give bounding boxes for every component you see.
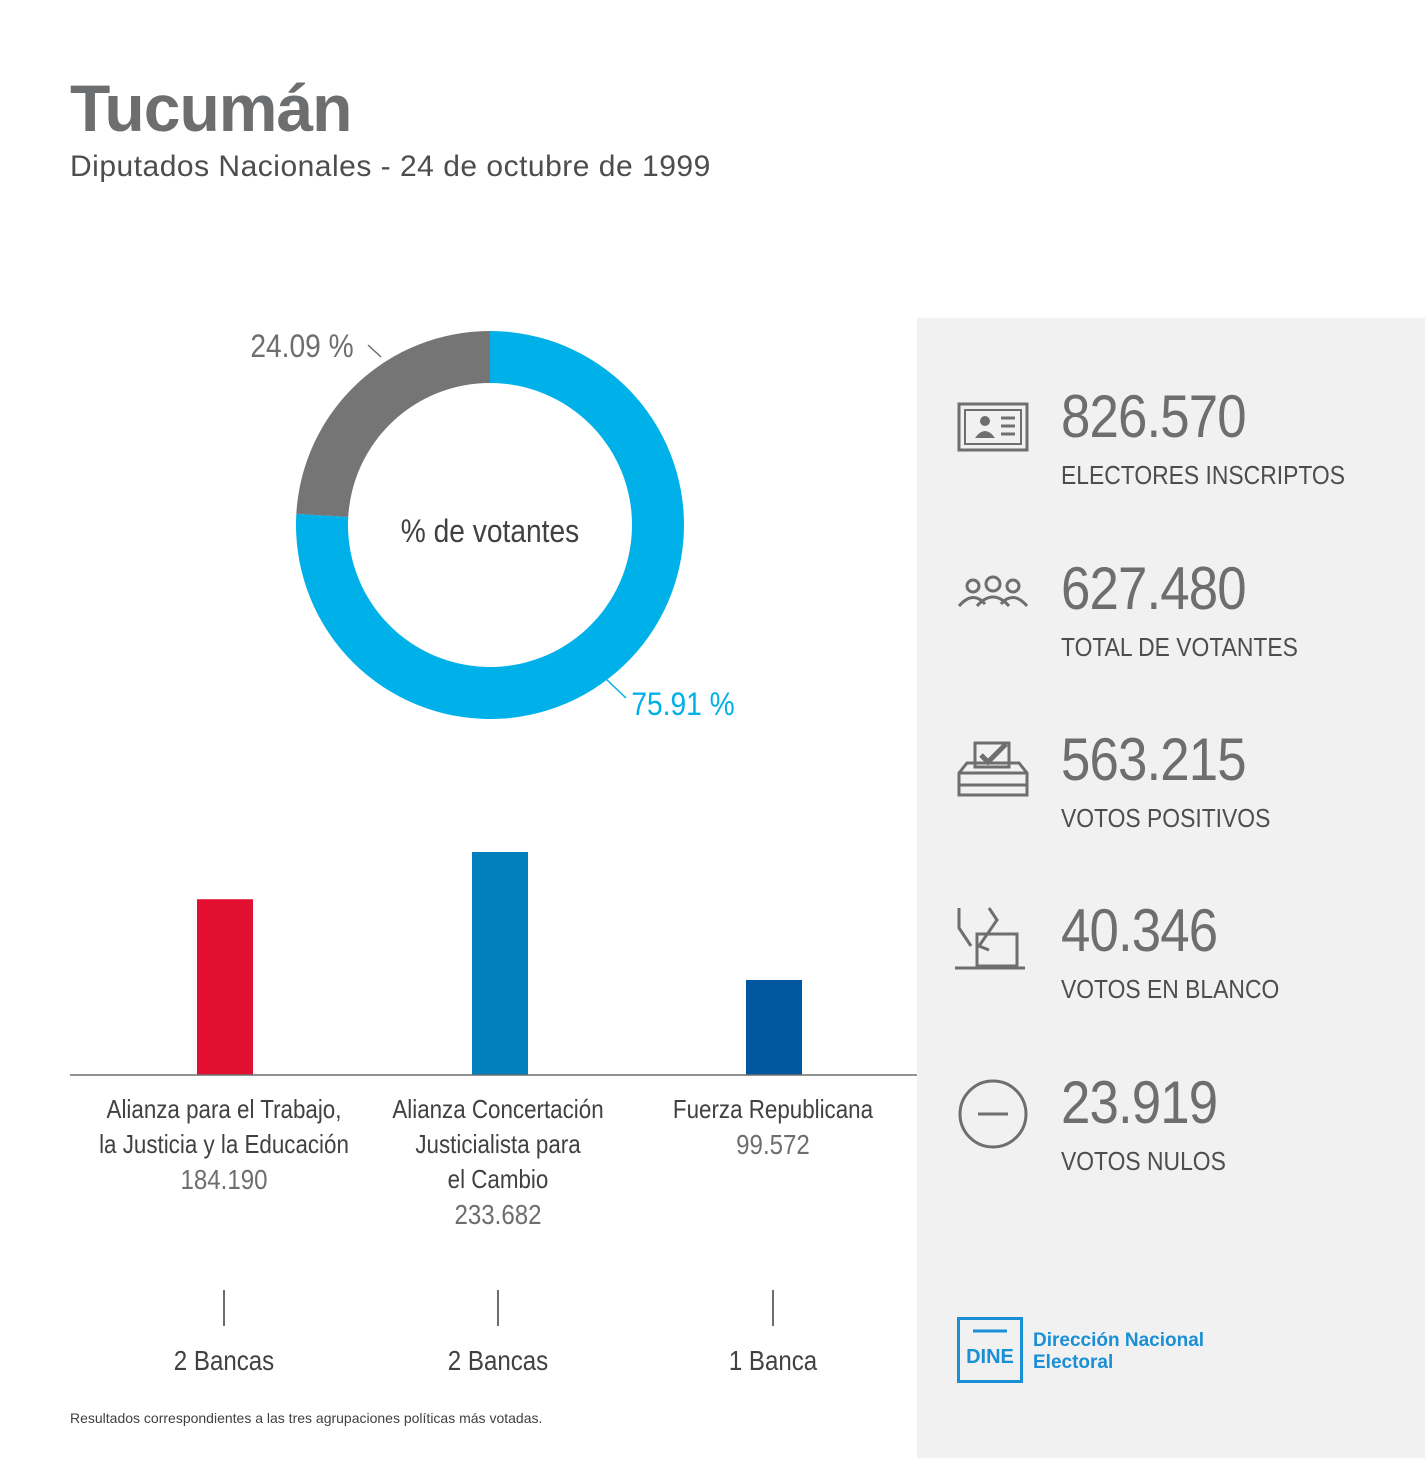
party-label-1: Alianza Concertación Justicialista para … <box>348 1092 648 1232</box>
page-title: Tucumán <box>70 71 352 145</box>
people-icon <box>957 575 1029 608</box>
stat-value: 23.919 <box>1061 1069 1218 1136</box>
stat-label: VOTOS NULOS <box>1061 1146 1226 1176</box>
stat-value: 627.480 <box>1061 555 1247 622</box>
minus-circle-icon <box>958 1079 1028 1149</box>
ballot-blank-icon <box>955 907 1025 970</box>
party-name-line: Alianza para el Trabajo, <box>106 1094 342 1124</box>
page-subtitle: Diputados Nacionales - 24 de octubre de … <box>70 150 711 183</box>
logo-line: Electoral <box>1033 1352 1114 1373</box>
stat-label: TOTAL DE VOTANTES <box>1061 632 1298 662</box>
donut-center-title: % de votantes <box>401 514 579 549</box>
party-seats-2: 1 Banca <box>673 1345 873 1377</box>
seats-text: 2 Bancas <box>173 1345 275 1376</box>
stat-label: VOTOS EN BLANCO <box>1061 974 1280 1004</box>
donut-slice-1 <box>296 331 490 517</box>
logo-mark: DINE <box>966 1346 1014 1368</box>
stat-label: VOTOS POSITIVOS <box>1061 803 1271 833</box>
footnote: Resultados correspondientes a las tres a… <box>70 1410 543 1426</box>
stats-panel: 826.570 ELECTORES INSCRIPTOS 627.480 TOT… <box>917 318 1425 1458</box>
slice-label-voters: 75.91 % <box>631 687 734 722</box>
stat-null-votes: 23.919 VOTOS NULOS <box>917 1069 1425 1226</box>
party-label-0: Alianza para el Trabajo, la Justicia y l… <box>74 1092 374 1197</box>
party-name-line: el Cambio <box>447 1164 549 1194</box>
stat-registered-voters: 826.570 ELECTORES INSCRIPTOS <box>917 383 1425 540</box>
party-name-line: Alianza Concertación <box>392 1094 604 1124</box>
bar-0 <box>197 899 253 1075</box>
party-name-line: Justicialista para <box>415 1129 581 1159</box>
logo-line: Dirección Nacional <box>1033 1330 1205 1351</box>
stat-value: 563.215 <box>1061 726 1247 793</box>
party-votes: 233.682 <box>454 1199 542 1230</box>
party-name-line: Fuerza Republicana <box>672 1094 874 1124</box>
slice-leader-line-1 <box>604 677 627 699</box>
logo-text: Dirección Nacional Electoral <box>1033 1330 1204 1374</box>
seats-text: 1 Banca <box>728 1345 818 1376</box>
stat-value: 826.570 <box>1061 383 1247 450</box>
party-label-2: Fuerza Republicana 99.572 <box>623 1092 923 1162</box>
dine-logo: DINE <box>957 1317 1023 1383</box>
bar-2 <box>746 979 802 1075</box>
seats-divider <box>497 1290 499 1326</box>
stat-total-voters: 627.480 TOTAL DE VOTANTES <box>917 555 1425 712</box>
seats-divider <box>223 1290 225 1326</box>
id-card-icon <box>957 402 1029 452</box>
seats-text: 2 Bancas <box>447 1345 549 1376</box>
stat-blank-votes: 40.346 VOTOS EN BLANCO <box>917 897 1425 1054</box>
bar-1 <box>472 852 528 1075</box>
stat-positive-votes: 563.215 VOTOS POSITIVOS <box>917 726 1425 883</box>
seats-divider <box>772 1290 774 1326</box>
ballot-box-check-icon <box>957 741 1029 797</box>
stat-label: ELECTORES INSCRIPTOS <box>1061 460 1345 490</box>
party-votes: 184.190 <box>180 1164 268 1195</box>
party-seats-0: 2 Bancas <box>124 1345 324 1377</box>
slice-leader-line-0 <box>367 344 382 358</box>
party-name-line: la Justicia y la Educación <box>99 1129 349 1159</box>
party-votes: 99.572 <box>736 1129 810 1160</box>
party-votes-bar-chart <box>70 852 917 1076</box>
stat-value: 40.346 <box>1061 897 1218 964</box>
party-seats-1: 2 Bancas <box>398 1345 598 1377</box>
slice-label-other: 24.09 % <box>250 329 353 364</box>
turnout-donut-chart: 24.09 % 75.91 % % de votantes <box>250 329 734 722</box>
